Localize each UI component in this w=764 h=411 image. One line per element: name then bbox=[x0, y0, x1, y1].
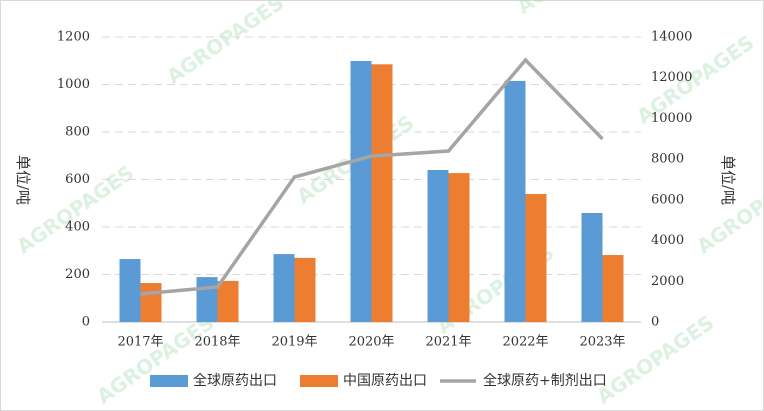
y2-tick-label: 14000 bbox=[651, 30, 692, 45]
bar bbox=[602, 255, 624, 322]
legend-swatch bbox=[300, 375, 338, 387]
legend-swatch bbox=[150, 375, 188, 387]
y-axis-label: 单位/吨 bbox=[14, 155, 32, 205]
x-tick-label: 2019年 bbox=[271, 335, 317, 350]
x-tick-label: 2021年 bbox=[425, 335, 471, 350]
bar bbox=[581, 212, 603, 322]
x-tick-label: 2017年 bbox=[117, 335, 163, 350]
x-tick-label: 2022年 bbox=[502, 335, 548, 350]
y2-tick-label: 12000 bbox=[651, 70, 692, 85]
bar bbox=[350, 60, 372, 323]
y2-tick-label: 6000 bbox=[651, 192, 684, 207]
line bbox=[140, 57, 604, 296]
bar bbox=[140, 283, 162, 322]
y2-tick-label: 2000 bbox=[651, 274, 684, 289]
y-tick-label: 1200 bbox=[57, 30, 90, 45]
y-tick-label: 800 bbox=[65, 125, 90, 140]
x-tick-label: 2020年 bbox=[348, 335, 394, 350]
bar bbox=[448, 173, 470, 322]
y2-tick-label: 4000 bbox=[651, 233, 684, 248]
y2-axis-label: 单位/吨 bbox=[719, 155, 737, 205]
legend-label: 中国原药出口 bbox=[343, 373, 427, 389]
legend-label: 全球原药+制剂出口 bbox=[483, 372, 607, 389]
legend-label: 全球原药出口 bbox=[193, 372, 277, 389]
bar bbox=[525, 193, 547, 322]
bar bbox=[196, 277, 218, 322]
bar bbox=[504, 80, 526, 322]
x-tick-label: 2018年 bbox=[194, 335, 240, 350]
bar bbox=[294, 257, 316, 322]
bar bbox=[119, 259, 141, 322]
y-tick-label: 1000 bbox=[57, 77, 90, 92]
bar bbox=[273, 254, 295, 322]
bar bbox=[371, 64, 393, 322]
y-tick-label: 0 bbox=[82, 315, 90, 330]
y2-tick-label: 8000 bbox=[651, 152, 684, 167]
y2-tick-label: 0 bbox=[651, 315, 659, 330]
y-tick-label: 400 bbox=[65, 220, 90, 235]
bar bbox=[217, 280, 239, 322]
y2-tick-label: 10000 bbox=[651, 111, 692, 126]
y-tick-label: 600 bbox=[65, 172, 90, 187]
y-tick-label: 200 bbox=[65, 267, 90, 282]
x-tick-label: 2023年 bbox=[579, 335, 625, 350]
bar bbox=[427, 170, 449, 322]
